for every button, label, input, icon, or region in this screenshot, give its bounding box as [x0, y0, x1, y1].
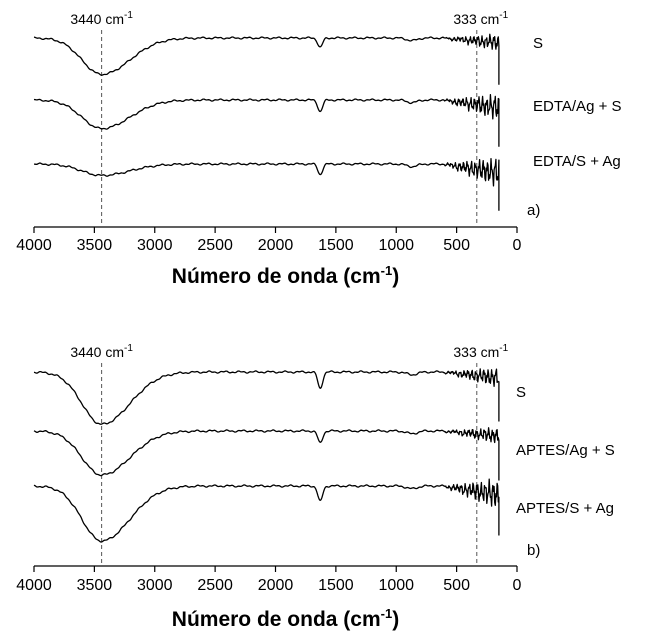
annotation-sup: -1	[499, 343, 508, 354]
series-line	[33, 158, 500, 211]
x-tick-label: 500	[443, 237, 470, 254]
annotation: 333 cm-1	[453, 343, 508, 360]
annotation: 333 cm-1	[453, 10, 508, 27]
x-axis-label-close: )	[392, 265, 399, 288]
x-tick-label: 3000	[137, 237, 173, 254]
x-tick-label: 3500	[77, 577, 113, 594]
panel-label: a)	[527, 202, 540, 219]
x-axis-label: Número de onda (cm-1)	[172, 263, 399, 288]
series-label: S	[516, 384, 526, 401]
annotation: 3440 cm-1	[70, 10, 133, 27]
series-line	[33, 93, 500, 147]
series-label: APTES/S + Ag	[516, 500, 614, 517]
annotation-text: 333 cm	[453, 344, 499, 360]
annotation: 3440 cm-1	[70, 343, 133, 360]
panel-b: 4000 3500 3000 2500 2000 1500 1000 500 0 Número d…	[16, 343, 615, 631]
x-tick-label: 1500	[318, 237, 354, 254]
annotation-text: 3440 cm	[70, 11, 124, 27]
series-label: EDTA/S + Ag	[533, 153, 621, 170]
x-axis-label-main: Número de onda (cm	[172, 265, 381, 288]
x-axis-label-sup: -1	[381, 263, 393, 278]
x-tick-label: 3000	[137, 577, 173, 594]
x-tick-label: 4000	[16, 237, 52, 254]
x-tick-label: 0	[513, 577, 522, 594]
x-tick-label: 3500	[77, 237, 113, 254]
panel-label: b)	[527, 542, 540, 559]
x-axis-label-sup: -1	[381, 606, 393, 621]
annotation-sup: -1	[124, 10, 133, 21]
annotation-text: 3440 cm	[70, 344, 124, 360]
x-tick-label: 1000	[378, 577, 414, 594]
x-tick-label: 4000	[16, 577, 52, 594]
x-tick-label: 2000	[258, 577, 294, 594]
x-tick-label: 2500	[197, 577, 233, 594]
x-tick-label: 1000	[378, 237, 414, 254]
series-line	[33, 33, 500, 85]
x-axis-label: Número de onda (cm-1)	[172, 606, 399, 631]
series-label: S	[533, 35, 543, 52]
series-label: APTES/Ag + S	[516, 442, 615, 459]
panel-a: 4000 3500 3000 2500 2000 1500 1000 500 0 Número d…	[16, 10, 621, 288]
annotation-text: 333 cm	[453, 11, 499, 27]
series-line	[33, 478, 500, 543]
x-tick-label: 0	[513, 237, 522, 254]
x-tick-label: 2000	[258, 237, 294, 254]
annotation-sup: -1	[499, 10, 508, 21]
series-line	[33, 368, 500, 425]
x-tick-label: 1500	[318, 577, 354, 594]
x-axis-label-close: )	[392, 608, 399, 631]
series-label: EDTA/Ag + S	[533, 98, 622, 115]
x-tick-label: 500	[443, 577, 470, 594]
annotation-sup: -1	[124, 343, 133, 354]
x-axis-label-main: Número de onda (cm	[172, 608, 381, 631]
series-line	[33, 427, 500, 481]
x-tick-label: 2500	[197, 237, 233, 254]
